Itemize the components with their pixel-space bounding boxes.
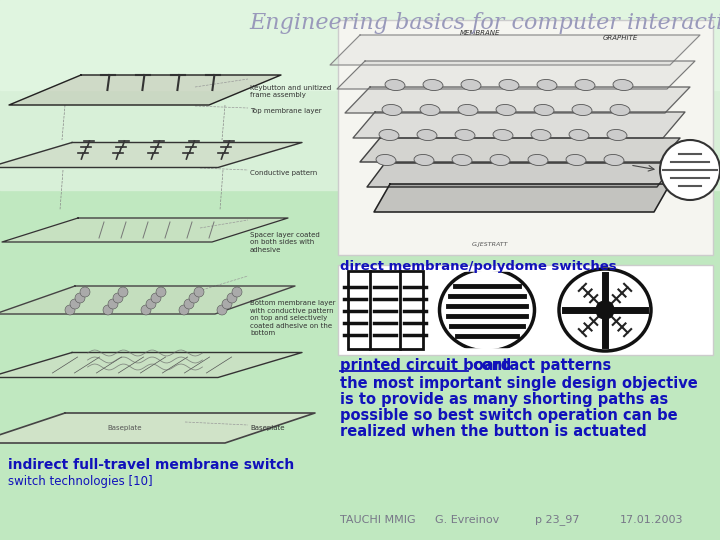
Polygon shape [360, 138, 680, 162]
Text: MEMBRANE: MEMBRANE [460, 30, 500, 36]
Polygon shape [345, 87, 690, 113]
Ellipse shape [439, 269, 534, 351]
Ellipse shape [534, 104, 554, 116]
Circle shape [103, 305, 113, 315]
Circle shape [70, 299, 80, 309]
Circle shape [118, 287, 128, 297]
Circle shape [232, 287, 242, 297]
Text: Baseplate: Baseplate [250, 425, 284, 431]
Polygon shape [0, 143, 302, 167]
Ellipse shape [376, 154, 396, 166]
Text: TAUCHI MMIG: TAUCHI MMIG [340, 515, 415, 525]
Polygon shape [2, 218, 288, 242]
Ellipse shape [496, 104, 516, 116]
Text: Spacer layer coated
on both sides with
adhesive: Spacer layer coated on both sides with a… [250, 232, 320, 253]
Ellipse shape [559, 269, 651, 351]
Bar [338, 20, 713, 255]
Circle shape [184, 299, 194, 309]
Ellipse shape [537, 79, 557, 91]
Circle shape [222, 299, 232, 309]
Text: 17.01.2003: 17.01.2003 [620, 515, 683, 525]
Circle shape [141, 305, 151, 315]
Ellipse shape [423, 79, 443, 91]
Text: is to provide as many shorting paths as: is to provide as many shorting paths as [340, 392, 668, 407]
Ellipse shape [566, 154, 586, 166]
Text: the most important single design objective: the most important single design objecti… [340, 376, 698, 391]
Ellipse shape [499, 79, 519, 91]
Ellipse shape [452, 154, 472, 166]
Circle shape [194, 287, 204, 297]
Text: G.JESTRATT: G.JESTRATT [472, 242, 508, 247]
Ellipse shape [420, 104, 440, 116]
Circle shape [227, 293, 237, 303]
Circle shape [65, 305, 75, 315]
Bar [0, 0, 720, 190]
Ellipse shape [572, 104, 592, 116]
Ellipse shape [613, 79, 633, 91]
Text: switch technologies [10]: switch technologies [10] [8, 475, 153, 488]
Ellipse shape [493, 130, 513, 140]
Text: indirect full-travel membrane switch: indirect full-travel membrane switch [8, 458, 294, 472]
Text: Baseplate: Baseplate [108, 425, 143, 431]
Text: Conductive pattern: Conductive pattern [250, 170, 318, 176]
Text: direct membrane/polydome switches: direct membrane/polydome switches [340, 260, 616, 273]
Text: Bottom membrane layer
with conductive pattern
on top and selectively
coated adhe: Bottom membrane layer with conductive pa… [250, 300, 336, 336]
Ellipse shape [575, 79, 595, 91]
Polygon shape [367, 163, 675, 187]
Circle shape [660, 140, 720, 200]
Text: Engineering basics for computer interaction: Engineering basics for computer interact… [249, 12, 720, 34]
Ellipse shape [528, 154, 548, 166]
Circle shape [75, 293, 85, 303]
Polygon shape [337, 61, 695, 89]
Polygon shape [330, 35, 700, 65]
Ellipse shape [490, 154, 510, 166]
Ellipse shape [569, 130, 589, 140]
Text: p 23_97: p 23_97 [535, 514, 580, 525]
Text: G. Evreinov: G. Evreinov [435, 515, 499, 525]
Circle shape [151, 293, 161, 303]
Text: Keybutton and unitized
frame assembly: Keybutton and unitized frame assembly [250, 85, 331, 98]
Circle shape [146, 299, 156, 309]
Polygon shape [0, 286, 295, 314]
Circle shape [156, 287, 166, 297]
Bar [0, 0, 720, 90]
Circle shape [217, 305, 227, 315]
Ellipse shape [610, 104, 630, 116]
Polygon shape [0, 413, 315, 443]
Polygon shape [9, 75, 281, 105]
Circle shape [189, 293, 199, 303]
Circle shape [179, 305, 189, 315]
Bar [338, 265, 713, 355]
Polygon shape [374, 184, 670, 212]
Circle shape [113, 293, 123, 303]
Polygon shape [0, 353, 302, 377]
Text: GRAPHITE: GRAPHITE [603, 35, 638, 41]
Ellipse shape [382, 104, 402, 116]
Ellipse shape [414, 154, 434, 166]
Ellipse shape [458, 104, 478, 116]
Text: printed circuit board: printed circuit board [340, 358, 511, 373]
Ellipse shape [461, 79, 481, 91]
Text: Top membrane layer: Top membrane layer [250, 108, 322, 114]
Bar [348, 271, 423, 349]
Ellipse shape [417, 130, 437, 140]
Ellipse shape [455, 130, 475, 140]
Circle shape [596, 301, 614, 319]
Ellipse shape [379, 130, 399, 140]
Polygon shape [353, 112, 685, 138]
Text: possible so best switch operation can be: possible so best switch operation can be [340, 408, 678, 423]
Text: realized when the button is actuated: realized when the button is actuated [340, 424, 647, 439]
Circle shape [80, 287, 90, 297]
Ellipse shape [385, 79, 405, 91]
Circle shape [108, 299, 118, 309]
Ellipse shape [607, 130, 627, 140]
Text: contact patterns: contact patterns [468, 358, 611, 373]
Ellipse shape [604, 154, 624, 166]
Ellipse shape [531, 130, 551, 140]
